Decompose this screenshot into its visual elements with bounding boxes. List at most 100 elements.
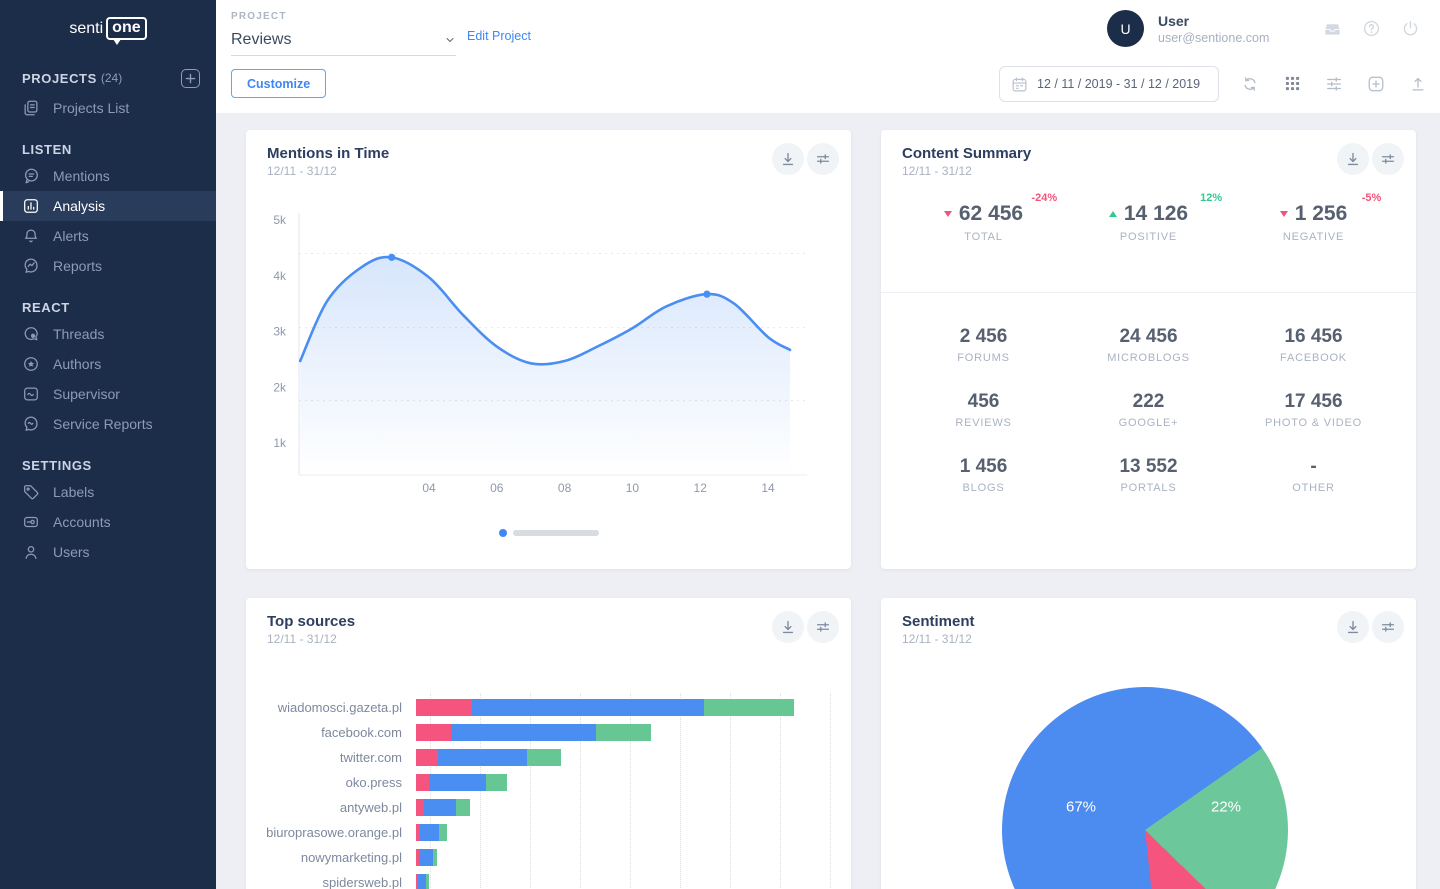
logout-power-icon[interactable] xyxy=(1401,19,1420,38)
chat-dot-icon xyxy=(22,325,40,343)
sliders-icon xyxy=(1381,154,1395,164)
divider xyxy=(881,292,1416,293)
top-bar: PROJECT Reviews Edit Project U User user… xyxy=(216,0,1440,57)
card-title: Sentiment xyxy=(902,613,975,630)
refresh-button[interactable] xyxy=(1241,75,1259,93)
bar-segment-pink xyxy=(416,799,424,816)
download-widget-button[interactable] xyxy=(772,143,804,175)
kpi-negative: 1 256 -5% NEGATIVE xyxy=(1231,192,1396,243)
pager-scrollbar[interactable] xyxy=(512,530,599,536)
bar-segment-pink xyxy=(416,749,438,766)
sidebar-item-supervisor[interactable]: Supervisor xyxy=(0,379,216,409)
sidebar-item-service-reports[interactable]: Service Reports xyxy=(0,409,216,439)
help-icon[interactable] xyxy=(1362,19,1381,38)
stacked-bar xyxy=(416,849,437,866)
card-date-range: 12/11 - 31/12 xyxy=(267,164,337,178)
download-icon xyxy=(782,620,794,634)
svg-text:1k: 1k xyxy=(273,436,287,450)
kpi-delta: -5% xyxy=(1361,192,1382,204)
pager-dot xyxy=(498,529,507,537)
chart-pager[interactable] xyxy=(246,529,851,537)
sentione-logo[interactable]: senti one xyxy=(0,0,216,57)
source-label: antyweb.pl xyxy=(339,800,402,815)
kpi-value: 62 456 xyxy=(958,202,1024,225)
inbox-icon[interactable] xyxy=(1323,19,1342,38)
section-listen-label: LISTEN xyxy=(22,142,72,157)
download-widget-button[interactable] xyxy=(772,611,804,643)
card-title: Content Summary xyxy=(902,145,1032,162)
download-widget-button[interactable] xyxy=(1337,143,1369,175)
plus-icon xyxy=(185,73,196,83)
date-range-picker[interactable]: 12 / 11 / 2019 - 31 / 12 / 2019 xyxy=(999,66,1219,102)
breakdown-cell-photo-video: 17 456 PHOTO & VIDEO xyxy=(1265,391,1362,429)
kpi-total: 62 456 -24% TOTAL xyxy=(901,192,1066,243)
trend-up-icon xyxy=(1108,211,1117,217)
stacked-bar xyxy=(416,724,651,741)
kpi-value: 1 256 xyxy=(1294,202,1348,225)
sentiment-pie-chart: 67% 22% xyxy=(1002,687,1288,889)
speech-bubble-icon xyxy=(22,167,40,185)
sidebar-item-alerts[interactable]: Alerts xyxy=(0,221,216,251)
grid-view-button[interactable] xyxy=(1283,75,1301,93)
download-icon xyxy=(782,152,794,166)
sidebar-item-reports[interactable]: Reports xyxy=(0,251,216,281)
sidebar-item-label: Service Reports xyxy=(53,416,153,432)
stacked-bar xyxy=(416,774,507,791)
card-mentions-in-time: Mentions in Time 12/11 - 31/12 5k 4k 3k 2k 1… xyxy=(246,130,851,569)
sidebar-item-authors[interactable]: Authors xyxy=(0,349,216,379)
breakdown-cell-blogs: 1 456 BLOGS xyxy=(959,456,1008,494)
user-menu[interactable]: U User user@sentione.com xyxy=(1107,10,1269,47)
bar-segment-green xyxy=(486,774,507,791)
source-row: twitter.com xyxy=(246,749,851,766)
export-upload-button[interactable] xyxy=(1409,75,1427,93)
bar-segment-blue xyxy=(429,774,486,791)
project-select-dropdown[interactable]: Reviews xyxy=(231,24,456,56)
wave-bubble-icon xyxy=(22,415,40,433)
bar-segment-pink xyxy=(416,849,419,866)
widget-settings-button[interactable] xyxy=(1372,143,1404,175)
card-date-range: 12/11 - 31/12 xyxy=(902,164,972,178)
card-top-sources: Top sources 12/11 - 31/12 wiadomosci.gaz… xyxy=(246,598,851,889)
sidebar-item-users[interactable]: Users xyxy=(0,537,216,567)
filters-sliders-button[interactable] xyxy=(1325,75,1343,93)
sidebar-item-label: Alerts xyxy=(53,228,89,244)
widget-settings-button[interactable] xyxy=(807,143,839,175)
add-project-button[interactable] xyxy=(181,68,200,88)
bar-segment-pink xyxy=(416,874,418,889)
download-widget-button[interactable] xyxy=(1337,611,1369,643)
stacked-bar xyxy=(416,874,429,889)
user-name: User xyxy=(1158,12,1190,29)
card-content-summary: Content Summary 12/11 - 31/12 62 456 -24%… xyxy=(881,130,1416,569)
sliders-icon xyxy=(816,622,830,632)
sliders-icon xyxy=(816,154,830,164)
breakdown-cell-microblogs: 24 456 MICROBLOGS xyxy=(1107,326,1190,364)
source-row: antyweb.pl xyxy=(246,799,851,816)
bar-segment-green xyxy=(426,874,429,889)
source-row: nowymarketing.pl xyxy=(246,849,851,866)
dashboard-toolbar: Customize 12 / 11 / 2019 - 31 / 12 / 201… xyxy=(216,57,1440,113)
projects-header-label: PROJECTS xyxy=(22,70,97,86)
add-widget-button[interactable] xyxy=(1367,75,1385,93)
sidebar-item-label: Labels xyxy=(53,484,95,500)
sidebar-item-projects-list[interactable]: Projects List xyxy=(0,93,216,123)
sidebar-item-analysis[interactable]: Analysis xyxy=(0,191,216,221)
sidebar-item-threads[interactable]: Threads xyxy=(0,319,216,349)
sidebar-item-mentions[interactable]: Mentions xyxy=(0,161,216,191)
edit-project-link[interactable]: Edit Project xyxy=(467,29,531,43)
project-label: PROJECT xyxy=(231,11,287,22)
bar-segment-pink xyxy=(416,724,451,741)
breakdown-cell-googleplus: 222 GOOGLE+ xyxy=(1118,391,1179,429)
svg-text:06: 06 xyxy=(490,481,504,495)
widget-settings-button[interactable] xyxy=(1372,611,1404,643)
sidebar-item-label: Projects List xyxy=(53,100,130,116)
sidebar-item-label: Supervisor xyxy=(53,386,120,402)
card-sentiment: Sentiment 12/11 - 31/12 67% 22% xyxy=(881,598,1416,889)
widget-settings-button[interactable] xyxy=(807,611,839,643)
stacked-bar xyxy=(416,749,561,766)
breakdown-cell-forums: 2 456 FORUMS xyxy=(957,326,1010,364)
customize-button[interactable]: Customize xyxy=(231,69,327,98)
sidebar-item-accounts[interactable]: Accounts xyxy=(0,507,216,537)
kpi-positive: 14 126 12% POSITIVE xyxy=(1066,192,1231,243)
source-label: facebook.com xyxy=(321,725,402,740)
sidebar-item-labels[interactable]: Labels xyxy=(0,477,216,507)
